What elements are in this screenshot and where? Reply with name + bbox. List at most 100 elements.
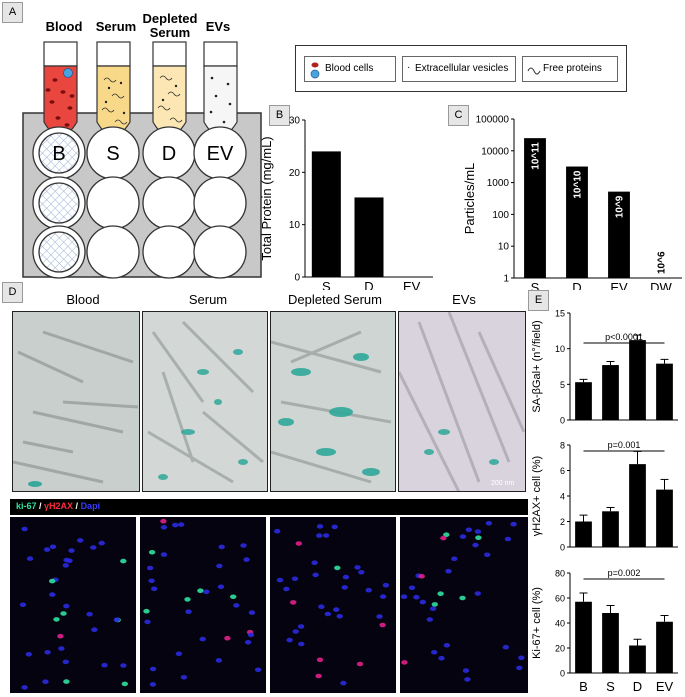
- nucleus: [316, 657, 324, 663]
- nucleus: [382, 582, 390, 588]
- nucleus: [21, 526, 28, 532]
- nucleus: [254, 667, 262, 673]
- nucleus: [160, 552, 168, 557]
- x-tick-label: EV: [403, 279, 421, 290]
- bar-ev: [656, 489, 673, 547]
- nucleus: [459, 595, 466, 601]
- bar-d: [354, 197, 384, 277]
- nucleus: [462, 668, 470, 673]
- nucleus: [400, 594, 408, 599]
- y-tick-label: 1000: [487, 178, 510, 189]
- tube-label-evs: EVs: [205, 19, 231, 34]
- nucleus: [101, 662, 108, 668]
- sa-bgal-micrograph-evs: 200 nm: [398, 311, 526, 492]
- nucleus: [276, 577, 284, 583]
- sa-bgal-micrograph-depleted-serum: [270, 311, 396, 492]
- bar-value-label: 10^6: [657, 251, 668, 274]
- legend-item-free-proteins: Free proteins: [522, 56, 618, 82]
- nucleus: [336, 614, 343, 619]
- y-tick-label: 10: [498, 242, 510, 253]
- nucleus: [197, 588, 204, 593]
- nucleus: [60, 611, 67, 616]
- nucleus: [244, 640, 252, 645]
- y-tick-label: 100: [492, 210, 509, 221]
- y-tick-label: 4: [560, 492, 565, 502]
- nucleus: [203, 589, 210, 595]
- nucleus: [311, 560, 318, 565]
- nucleus: [233, 603, 240, 608]
- bar-s: [602, 613, 619, 673]
- nucleus: [451, 556, 458, 562]
- y-tick-label: 6: [560, 466, 565, 476]
- legend-item-blood-cells: Blood cells: [304, 56, 396, 82]
- nucleus: [354, 565, 361, 570]
- bar-b: [575, 601, 592, 673]
- nucleus: [438, 655, 445, 661]
- nucleus: [180, 675, 188, 680]
- nucleus: [63, 679, 70, 684]
- nucleus: [376, 614, 383, 619]
- nucleus: [58, 646, 65, 651]
- tube-evs: [203, 41, 238, 137]
- nucleus: [312, 572, 319, 578]
- bar-ev: [656, 363, 673, 420]
- nucleus: [185, 609, 192, 614]
- nucleus: [90, 545, 97, 550]
- chart-e2-h2ax: 0 2 4 6 8 γH2AX+ cell (%) p=0.001: [531, 440, 678, 553]
- nucleus: [292, 629, 299, 634]
- nucleus: [57, 633, 64, 639]
- nucleus: [401, 660, 408, 665]
- micrograph-label-serum: Serum: [188, 292, 228, 307]
- nucleus: [274, 528, 281, 534]
- nucleus: [144, 619, 151, 625]
- y-tick-label: 30: [289, 116, 301, 127]
- y-tick-label: 20: [555, 644, 565, 654]
- nucleus: [120, 663, 127, 668]
- nucleus: [297, 624, 305, 629]
- micrograph-label-blood: Blood: [66, 292, 100, 307]
- p-value-label: p=0.002: [608, 568, 641, 578]
- y-tick-label: 5: [560, 380, 565, 390]
- extracellular-vesicle-dot-icon: ·: [407, 62, 411, 73]
- x-tick-label: D: [572, 280, 581, 290]
- nucleus: [408, 585, 416, 591]
- p-value-label: p<0.0001: [605, 332, 643, 342]
- bar-ev: [656, 621, 673, 673]
- nucleus: [44, 650, 51, 655]
- y-tick-label: 15: [555, 309, 565, 319]
- nucleus: [91, 627, 98, 632]
- nucleus: [49, 592, 56, 597]
- nucleus: [184, 597, 191, 602]
- nucleus: [315, 673, 322, 679]
- nucleus: [295, 541, 302, 546]
- nucleus: [322, 533, 330, 538]
- sa-bgal-image-evs: [399, 312, 525, 491]
- fluorescence-image-evs: [400, 517, 528, 693]
- nucleus: [160, 525, 168, 530]
- nucleus: [121, 681, 128, 687]
- bar-value-label: 10^9: [615, 195, 626, 218]
- legend-label-blood-cells: Blood cells: [325, 63, 374, 74]
- nucleus: [426, 617, 433, 622]
- nucleus: [86, 611, 93, 617]
- nucleus: [291, 576, 299, 582]
- y-tick-label: 10: [555, 344, 565, 354]
- blood-cells-icon: [310, 62, 320, 79]
- tube-blood: [43, 41, 78, 137]
- nucleus: [379, 622, 386, 628]
- nucleus: [504, 536, 512, 542]
- nucleus: [149, 666, 157, 672]
- panel-e-tag: E: [528, 290, 549, 311]
- nucleus: [358, 570, 365, 575]
- nucleus: [240, 543, 247, 548]
- nucleus: [53, 617, 60, 622]
- nucleus: [19, 602, 27, 608]
- chart-b-total-protein: 0 10 20 30 S D EV Total Protein (mg/mL): [259, 116, 433, 290]
- legend-item-evs: · Extracellular vesicles: [402, 56, 516, 82]
- panel-d-tag: D: [2, 282, 23, 303]
- panel-a-tag: A: [2, 2, 23, 23]
- tube-label-blood: Blood: [45, 19, 83, 34]
- nucleus: [21, 685, 28, 690]
- panel-b-tag: B: [269, 105, 290, 126]
- bar-value-label: 10^11: [531, 142, 542, 170]
